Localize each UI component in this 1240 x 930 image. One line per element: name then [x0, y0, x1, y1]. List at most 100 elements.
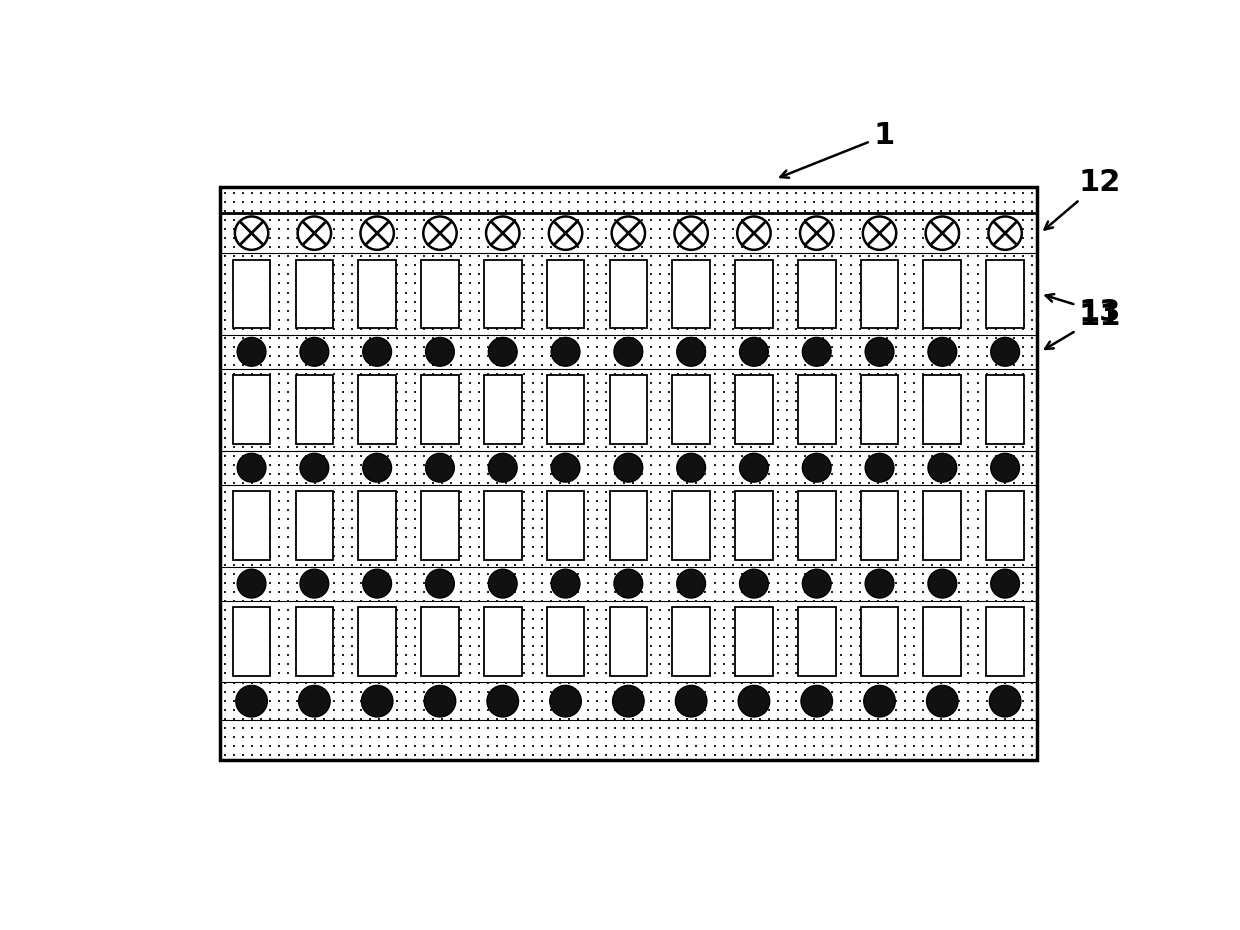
Point	[986, 322, 1006, 337]
Point	[931, 612, 951, 627]
Point	[668, 312, 688, 327]
Point	[305, 267, 325, 282]
Point	[224, 448, 244, 463]
Point	[950, 576, 970, 591]
Point	[360, 566, 379, 581]
Point	[523, 330, 543, 345]
Point	[332, 349, 352, 364]
Point	[469, 512, 489, 526]
Point	[822, 322, 842, 337]
Point	[397, 276, 417, 291]
Point	[986, 539, 1006, 554]
Point	[414, 557, 434, 572]
Point	[242, 630, 262, 644]
Point	[332, 721, 352, 736]
Point	[405, 548, 425, 563]
Point	[414, 403, 434, 418]
Point	[351, 485, 371, 499]
Point	[242, 475, 262, 490]
Point	[868, 213, 888, 228]
Point	[224, 249, 244, 264]
Point	[740, 494, 760, 509]
Point	[587, 366, 606, 381]
Point	[332, 657, 352, 671]
Point	[668, 693, 688, 708]
Point	[360, 539, 379, 554]
Point	[260, 702, 280, 717]
Point	[849, 249, 869, 264]
Point	[841, 603, 861, 618]
Point	[868, 721, 888, 736]
Point	[532, 530, 552, 545]
Point	[923, 630, 942, 644]
Point	[696, 711, 715, 726]
Point	[224, 584, 244, 599]
Point	[1004, 294, 1024, 309]
Point	[740, 512, 760, 526]
Point	[687, 693, 707, 708]
Point	[632, 330, 652, 345]
Point	[859, 194, 879, 209]
Point	[423, 267, 443, 282]
Point	[477, 729, 497, 744]
Point	[777, 421, 797, 436]
Point	[967, 240, 987, 255]
Point	[650, 639, 670, 654]
Point	[578, 721, 598, 736]
Point	[895, 612, 915, 627]
Point	[450, 240, 470, 255]
Point	[405, 612, 425, 627]
Point	[324, 521, 343, 536]
Point	[868, 675, 888, 690]
Point	[542, 312, 562, 327]
Point	[215, 711, 234, 726]
Point	[768, 729, 787, 744]
Point	[696, 439, 715, 454]
Point	[768, 349, 787, 364]
Point	[723, 303, 743, 318]
Point	[740, 366, 760, 381]
Point	[940, 648, 960, 663]
Point	[387, 231, 407, 246]
Point	[1013, 231, 1033, 246]
Point	[696, 738, 715, 753]
Point	[360, 431, 379, 445]
Point	[714, 221, 734, 236]
Point	[288, 603, 308, 618]
Point	[813, 548, 833, 563]
Point	[496, 403, 516, 418]
Point	[477, 412, 497, 427]
Point	[496, 294, 516, 309]
Point	[414, 521, 434, 536]
Point	[496, 593, 516, 608]
Point	[469, 494, 489, 509]
Point	[342, 684, 362, 699]
Point	[923, 286, 942, 300]
Point	[632, 303, 652, 318]
Point	[568, 721, 588, 736]
Point	[614, 330, 634, 345]
Point	[940, 349, 960, 364]
Point	[324, 421, 343, 436]
Point	[559, 675, 579, 690]
Point	[750, 584, 770, 599]
Point	[822, 303, 842, 318]
Point	[515, 593, 534, 608]
Point	[877, 693, 897, 708]
Point	[378, 475, 398, 490]
Point	[1004, 376, 1024, 391]
Point	[269, 729, 289, 744]
Point	[641, 322, 661, 337]
Point	[759, 657, 779, 671]
Point	[332, 322, 352, 337]
Point	[487, 521, 507, 536]
Point	[641, 548, 661, 563]
Point	[650, 303, 670, 318]
Point	[423, 566, 443, 581]
Point	[278, 403, 298, 418]
Point	[813, 612, 833, 627]
Point	[1013, 729, 1033, 744]
Point	[387, 521, 407, 536]
Point	[805, 657, 825, 671]
Point	[931, 312, 951, 327]
